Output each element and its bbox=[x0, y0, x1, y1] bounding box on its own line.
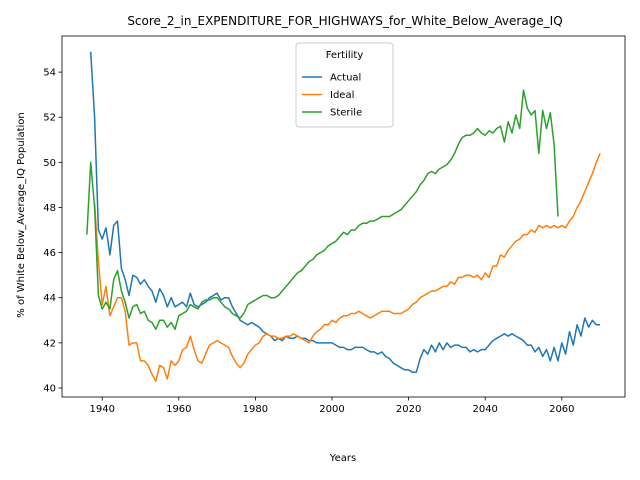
y-tick-label: 50 bbox=[43, 158, 56, 169]
x-axis: 1940 1960 1980 2000 2020 2040 2060 bbox=[89, 397, 575, 415]
x-tick-label: 2040 bbox=[472, 404, 497, 415]
legend-label-actual: Actual bbox=[330, 73, 361, 84]
y-axis: 40 42 44 46 48 50 52 54 bbox=[43, 68, 62, 394]
legend-label-ideal: Ideal bbox=[330, 90, 354, 101]
y-tick-label: 48 bbox=[43, 203, 56, 214]
x-tick-label: 1980 bbox=[243, 404, 268, 415]
legend-title: Fertility bbox=[326, 50, 364, 61]
series-line-ideal bbox=[93, 153, 601, 382]
x-axis-title: Years bbox=[329, 453, 356, 464]
y-tick-label: 46 bbox=[43, 248, 56, 259]
legend-entries: Actual Ideal Sterile bbox=[302, 73, 362, 119]
y-tick-label: 54 bbox=[43, 68, 56, 79]
x-tick-label: 2060 bbox=[549, 404, 574, 415]
x-tick-label: 1940 bbox=[89, 404, 114, 415]
legend-box bbox=[295, 42, 394, 128]
plot-area bbox=[61, 35, 626, 398]
x-tick-label: 2020 bbox=[396, 404, 421, 415]
y-tick-label: 42 bbox=[43, 338, 56, 349]
chart-title: Score_2_in_EXPENDITURE_FOR_HIGHWAYS_for_… bbox=[127, 14, 562, 28]
legend: Fertility Actual Ideal Sterile bbox=[295, 42, 394, 128]
series-line-actual bbox=[89, 51, 601, 373]
x-tick-label: 2000 bbox=[319, 404, 344, 415]
y-axis-title: % of White Below_Average_IQ Population bbox=[16, 112, 27, 317]
y-tick-label: 44 bbox=[43, 293, 56, 304]
y-tick-label: 40 bbox=[43, 383, 56, 394]
y-tick-label: 52 bbox=[43, 113, 56, 124]
legend-label-sterile: Sterile bbox=[330, 108, 362, 119]
series-line-sterile bbox=[86, 89, 559, 331]
x-tick-label: 1960 bbox=[166, 404, 191, 415]
plot-frame bbox=[61, 35, 626, 398]
